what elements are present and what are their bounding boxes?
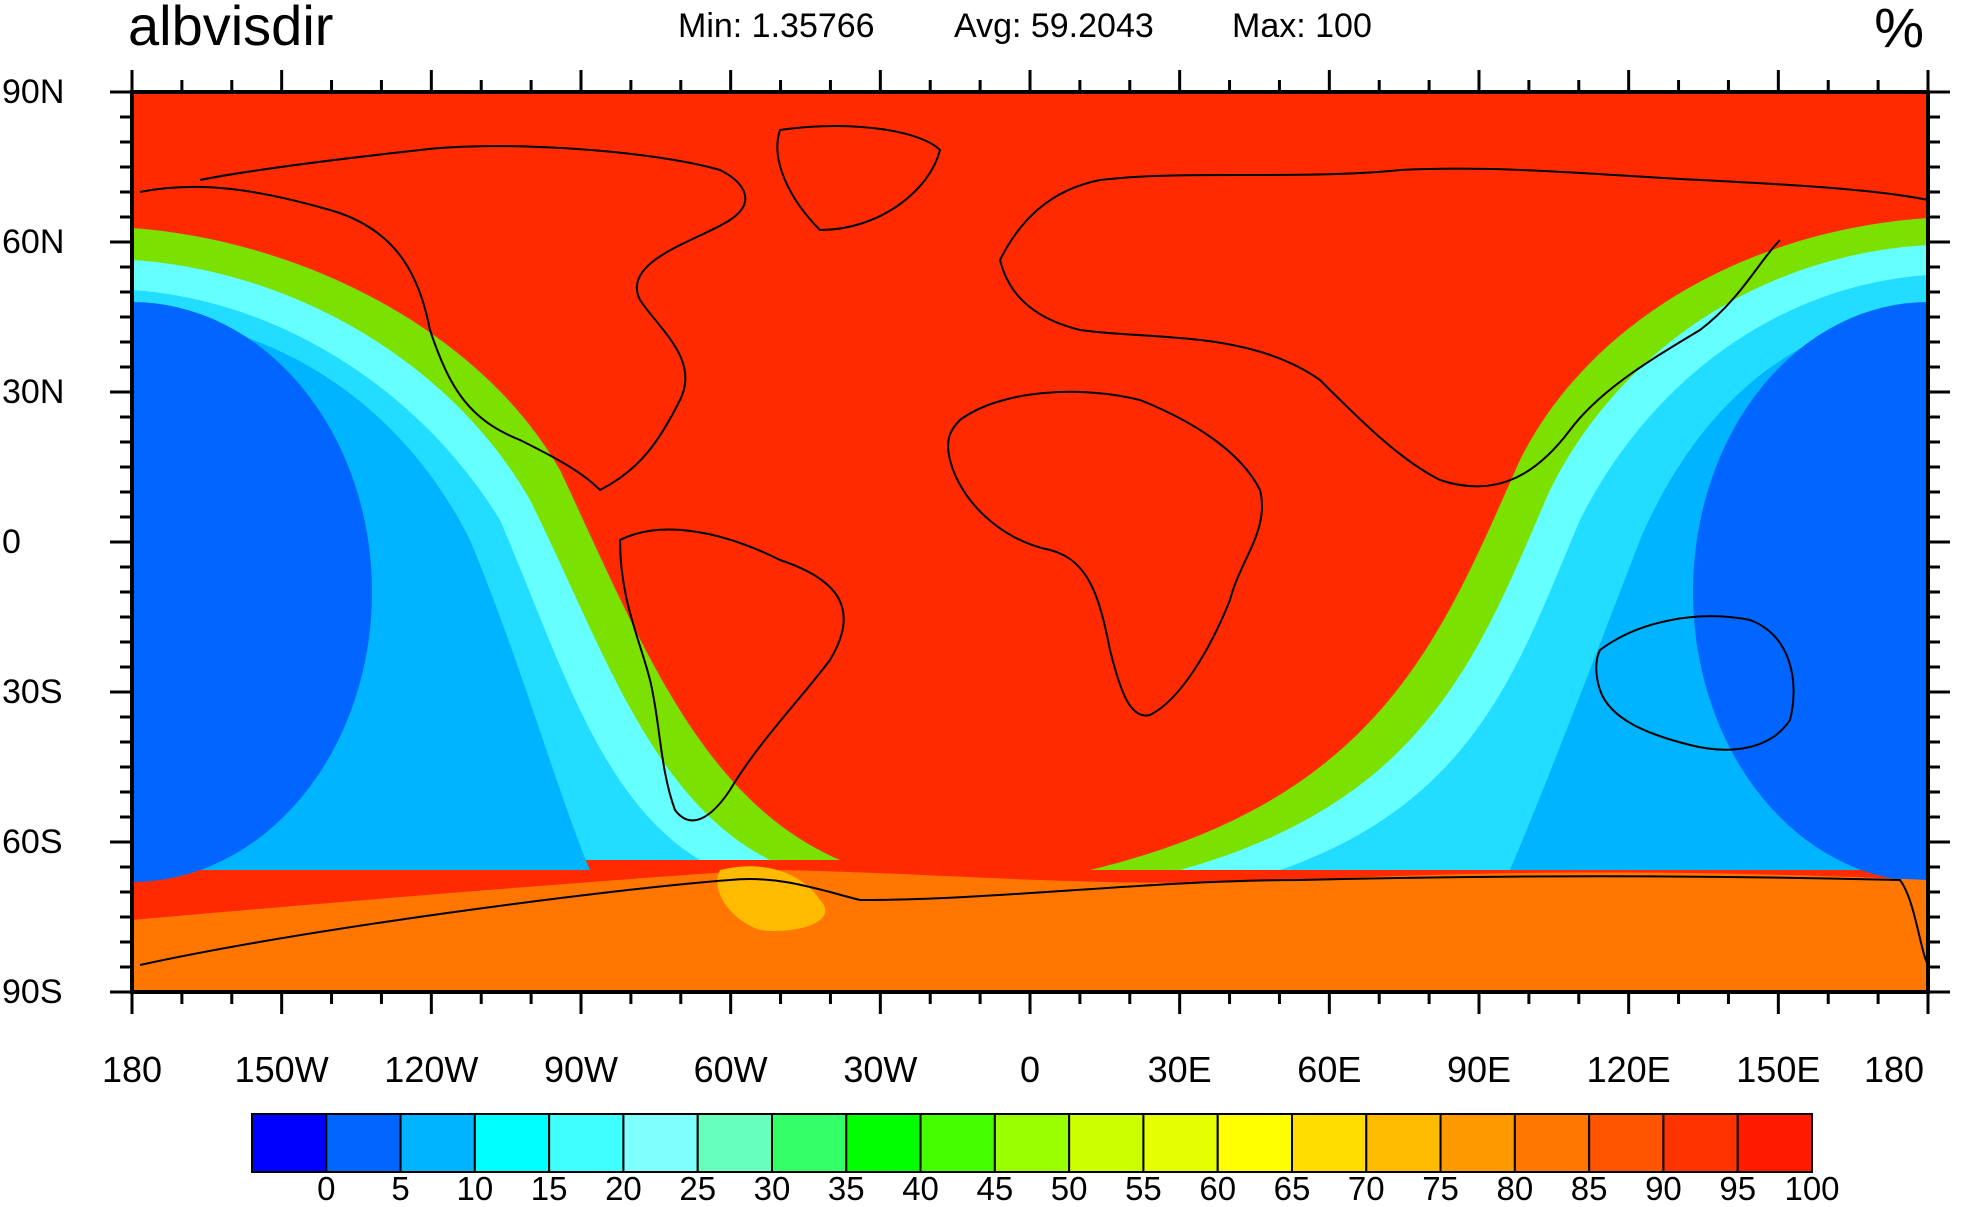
- colorbar-label: 60: [1199, 1170, 1237, 1207]
- colorbar-swatch: [1142, 1113, 1219, 1173]
- colorbar-swatch: [1365, 1113, 1442, 1173]
- colorbar-label: 40: [902, 1170, 939, 1207]
- colorbar-swatch: [325, 1113, 402, 1173]
- colorbar-label: 15: [530, 1170, 568, 1207]
- colorbar-label: 35: [827, 1170, 865, 1207]
- coastline-greenland: [776, 125, 942, 232]
- colorbar-swatch: [1216, 1113, 1293, 1173]
- colorbar-swatch: [1736, 1113, 1813, 1173]
- units-label: %: [1874, 0, 1924, 59]
- lon-label: 30E: [1147, 1049, 1212, 1090]
- min-value: Min: 1.35766: [678, 7, 875, 45]
- colorbar-swatch: [251, 1113, 328, 1173]
- lon-label: 0: [1019, 1049, 1041, 1090]
- lat-label: 0: [2, 523, 21, 561]
- colorbar-label: 25: [679, 1170, 717, 1207]
- colorbar-swatch: [993, 1113, 1071, 1173]
- lon-label: 180: [101, 1049, 163, 1090]
- colorbar-label: 75: [1422, 1170, 1459, 1207]
- colorbar-label: 0: [317, 1170, 336, 1207]
- colorbar-label: 5: [391, 1170, 410, 1207]
- lat-label: 90N: [2, 73, 65, 111]
- colorbar-swatch: [399, 1113, 476, 1173]
- colorbar-label: 100: [1784, 1170, 1840, 1207]
- colorbar-swatch: [473, 1113, 551, 1173]
- coastline-eurasia: [999, 167, 1929, 488]
- colorbar-label: 45: [976, 1170, 1014, 1207]
- lat-label: 30N: [2, 373, 65, 411]
- colorbar-swatch: [1068, 1113, 1145, 1173]
- field-antarctica: [132, 870, 1928, 992]
- lon-label: 60E: [1297, 1049, 1362, 1090]
- colorbar-label: 70: [1347, 1170, 1385, 1207]
- lon-label: 90E: [1446, 1049, 1512, 1090]
- colorbar-swatch: [1291, 1113, 1368, 1173]
- colorbar-swatch: [548, 1113, 625, 1173]
- colorbar-label: 50: [1050, 1170, 1088, 1207]
- colorbar-swatch: [1439, 1113, 1516, 1173]
- colorbar-swatch: [919, 1113, 996, 1173]
- lat-label: 60S: [2, 823, 63, 861]
- colorbar-label: 55: [1125, 1170, 1162, 1207]
- avg-value: Avg: 59.2043: [954, 7, 1154, 45]
- colorbar-label: 80: [1496, 1170, 1534, 1207]
- colorbar-swatch: [845, 1113, 922, 1173]
- axis-ticks: [110, 70, 1950, 1014]
- lat-label: 90S: [2, 973, 63, 1011]
- lon-label: 120E: [1586, 1049, 1671, 1090]
- field-antarctica-peninsula: [717, 866, 826, 931]
- lon-label: 180: [1863, 1049, 1925, 1090]
- coastline-south-america: [618, 528, 845, 822]
- coastline-north-america: [139, 145, 747, 492]
- colorbar-swatch: [622, 1113, 699, 1173]
- lon-label: 120W: [384, 1049, 479, 1090]
- lon-label: 150W: [234, 1049, 329, 1090]
- colorbar-label: 10: [456, 1170, 494, 1207]
- field-west-minimum: [132, 302, 372, 882]
- lat-label: 30S: [2, 673, 63, 711]
- colorbar-swatch: [1513, 1113, 1591, 1173]
- colorbar-label: 85: [1570, 1170, 1608, 1207]
- colorbar-label: 30: [753, 1170, 791, 1207]
- coastline-africa: [947, 390, 1263, 717]
- colorbar: [251, 1113, 1813, 1173]
- albedo-field: [132, 92, 1928, 992]
- coastline-antarctica: [139, 875, 1929, 966]
- max-value: Max: 100: [1232, 7, 1372, 45]
- colorbar-label: 65: [1273, 1170, 1311, 1207]
- colorbar-swatch: [1588, 1113, 1665, 1173]
- colorbar-label: 20: [605, 1170, 642, 1207]
- colorbar-swatch: [696, 1113, 774, 1173]
- lon-label: 60W: [693, 1049, 768, 1090]
- lon-label: 30W: [843, 1049, 918, 1090]
- lat-label: 60N: [2, 223, 65, 261]
- lon-label: 150E: [1736, 1049, 1821, 1090]
- colorbar-label: 90: [1645, 1170, 1682, 1207]
- coastline-australia: [1595, 615, 1795, 751]
- coastlines: [139, 125, 1929, 966]
- colorbar-label: 95: [1719, 1170, 1757, 1207]
- colorbar-swatch: [771, 1113, 848, 1173]
- field-east-minimum: [1693, 302, 1928, 882]
- lon-label: 90W: [543, 1049, 619, 1090]
- colorbar-swatch: [1662, 1113, 1739, 1173]
- variable-title: albvisdir: [128, 0, 334, 57]
